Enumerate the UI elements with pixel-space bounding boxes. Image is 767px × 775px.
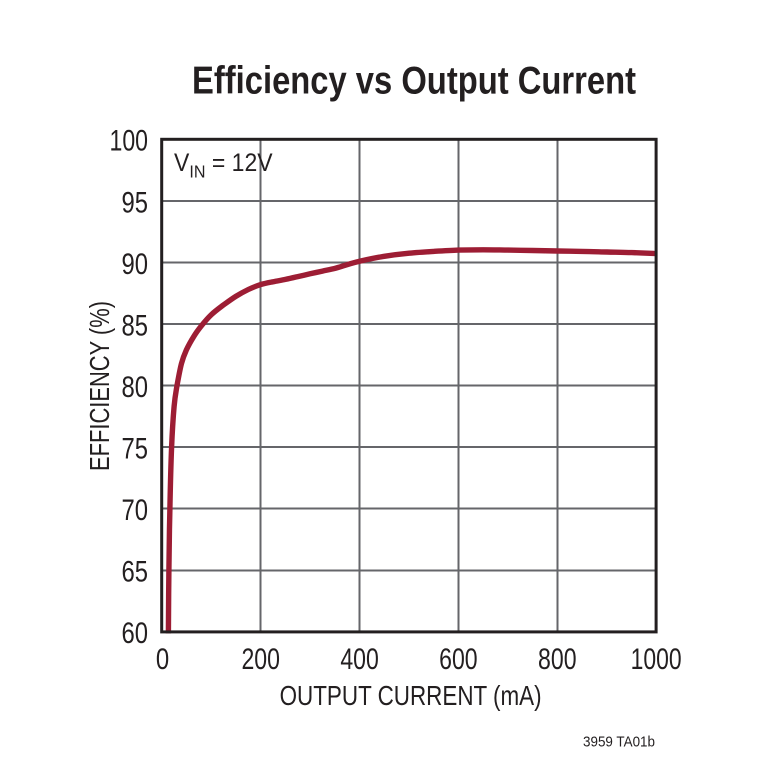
svg-text:3959 TA01b: 3959 TA01b	[583, 734, 655, 751]
svg-text:600: 600	[439, 643, 478, 676]
svg-text:70: 70	[122, 494, 149, 527]
svg-text:60: 60	[122, 617, 149, 650]
svg-text:0: 0	[156, 643, 169, 676]
svg-text:100: 100	[110, 125, 149, 158]
svg-text:400: 400	[340, 643, 379, 676]
svg-text:VIN = 12V: VIN = 12V	[174, 149, 273, 182]
svg-text:85: 85	[122, 309, 149, 342]
svg-text:80: 80	[122, 371, 149, 404]
svg-text:EFFICIENCY (%): EFFICIENCY (%)	[84, 301, 115, 471]
svg-text:OUTPUT CURRENT (mA): OUTPUT CURRENT (mA)	[280, 680, 542, 711]
svg-text:800: 800	[538, 643, 577, 676]
svg-text:75: 75	[122, 433, 149, 466]
svg-text:200: 200	[241, 643, 280, 676]
svg-text:65: 65	[122, 556, 149, 589]
svg-text:95: 95	[122, 186, 149, 219]
svg-text:Efficiency vs Output Current: Efficiency vs Output Current	[192, 59, 636, 102]
svg-text:90: 90	[122, 248, 149, 281]
svg-text:1000: 1000	[631, 643, 682, 676]
